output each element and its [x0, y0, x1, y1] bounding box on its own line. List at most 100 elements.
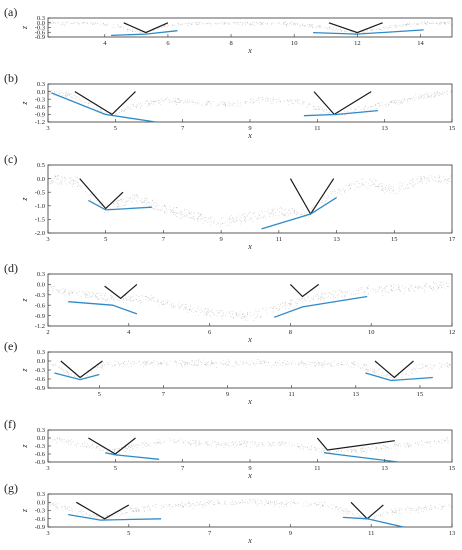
- particle-point: [178, 23, 179, 25]
- particle-point: [199, 502, 201, 504]
- particle-point: [287, 501, 289, 503]
- particle-point: [289, 100, 290, 102]
- particle-point: [305, 504, 307, 506]
- particle-point: [147, 198, 148, 199]
- particle-point: [95, 295, 97, 297]
- particle-point: [145, 443, 147, 445]
- particle-point: [210, 24, 212, 26]
- particle-point: [398, 375, 399, 376]
- particle-point: [376, 108, 377, 109]
- y-axis-label: z: [20, 368, 29, 373]
- particle-point: [258, 311, 260, 313]
- particle-point: [232, 444, 234, 446]
- particle-point: [257, 99, 258, 101]
- particle-point: [379, 28, 380, 30]
- particle-point: [211, 359, 212, 361]
- particle-point: [297, 502, 299, 504]
- particle-point: [286, 216, 288, 218]
- particle-point: [339, 449, 341, 451]
- particle-point: [177, 304, 179, 306]
- particle-point: [310, 26, 311, 27]
- particle-point: [367, 293, 369, 295]
- particle-point: [373, 370, 375, 371]
- particle-point: [140, 302, 142, 303]
- particle-point: [369, 184, 370, 186]
- particle-point: [418, 506, 420, 508]
- particle-point: [128, 366, 130, 367]
- particle-point: [300, 25, 301, 26]
- particle-point: [378, 375, 380, 377]
- particle-point: [182, 360, 183, 361]
- particle-point: [330, 293, 332, 295]
- particle-point: [353, 363, 355, 365]
- particle-point: [447, 365, 449, 367]
- particle-point: [440, 23, 441, 24]
- x-axis-label: x: [247, 131, 252, 140]
- particle-point: [201, 443, 202, 445]
- particle-point: [83, 510, 85, 512]
- particle-point: [125, 300, 127, 302]
- particle-point: [331, 293, 333, 295]
- particle-point: [375, 29, 377, 31]
- particle-point: [67, 374, 69, 375]
- particle-point: [61, 22, 63, 24]
- particle-point: [277, 503, 279, 504]
- particle-point: [220, 101, 222, 103]
- particle-point: [111, 295, 112, 296]
- particle-point: [222, 364, 224, 365]
- particle-point: [152, 204, 154, 206]
- particle-point: [250, 311, 251, 313]
- particle-point: [449, 505, 450, 507]
- particle-point: [151, 295, 152, 297]
- particle-point: [104, 364, 106, 366]
- x-tick-label: 9: [248, 125, 251, 132]
- x-tick-label: 12: [449, 329, 456, 336]
- particle-point: [307, 505, 309, 507]
- particle-point: [438, 24, 439, 26]
- particle-point: [249, 23, 250, 25]
- particle-point: [53, 365, 55, 367]
- particle-point: [297, 212, 299, 214]
- particle-point: [65, 22, 66, 24]
- particle-point: [367, 370, 369, 372]
- particle-point: [163, 26, 165, 27]
- particle-point: [133, 199, 135, 201]
- particle-point: [294, 23, 295, 25]
- particle-point: [123, 449, 125, 451]
- particle-point: [90, 195, 92, 196]
- particle-point: [294, 209, 295, 210]
- particle-point: [288, 442, 290, 444]
- particle-point: [222, 318, 224, 320]
- particle-point: [97, 446, 99, 447]
- particle-point: [333, 504, 334, 506]
- particle-point: [129, 108, 131, 109]
- particle-point: [417, 441, 419, 443]
- particle-point: [400, 101, 401, 103]
- particle-point: [51, 89, 53, 91]
- particle-point: [205, 363, 206, 365]
- particle-point: [104, 293, 106, 295]
- particle-point: [417, 178, 418, 179]
- particle-point: [173, 361, 175, 363]
- particle-point: [48, 180, 49, 181]
- particle-point: [279, 503, 281, 505]
- particle-point: [214, 441, 215, 442]
- particle-point: [345, 511, 347, 512]
- particle-point: [102, 201, 104, 203]
- particle-point: [281, 444, 283, 446]
- particle-point: [411, 372, 413, 374]
- particle-point: [152, 364, 154, 366]
- particle-point: [293, 502, 295, 504]
- particle-point: [404, 443, 406, 444]
- particle-point: [181, 502, 183, 504]
- particle-point: [427, 21, 428, 22]
- particle-point: [393, 443, 395, 445]
- particle-point: [325, 294, 326, 296]
- particle-point: [112, 26, 114, 28]
- particle-point: [113, 365, 115, 367]
- particle-point: [76, 293, 78, 294]
- particle-point: [395, 102, 397, 104]
- particle-point: [229, 103, 231, 104]
- particle-point: [253, 320, 254, 321]
- particle-point: [287, 101, 289, 103]
